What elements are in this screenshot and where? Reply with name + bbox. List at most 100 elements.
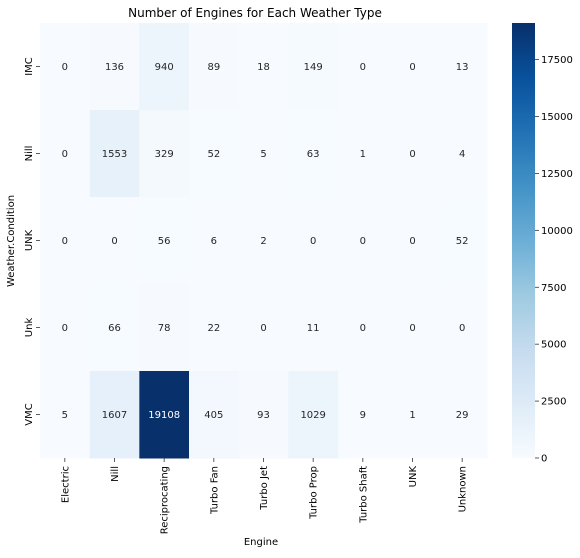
cell-value-label: 0 bbox=[409, 236, 415, 247]
colorbar-tick-label: 5000 bbox=[541, 340, 566, 351]
colorbar-tick-label: 12500 bbox=[541, 169, 573, 180]
heatmap-cell bbox=[40, 23, 91, 111]
cell-value-label: 0 bbox=[360, 236, 366, 247]
heatmap-cell bbox=[189, 110, 240, 198]
colorbar-tick-label: 15000 bbox=[541, 112, 573, 123]
heatmap-cell bbox=[387, 197, 438, 285]
y-tick-label: Unk bbox=[24, 318, 35, 338]
x-axis-label: Engine bbox=[244, 537, 278, 548]
cell-value-label: 0 bbox=[111, 236, 117, 247]
cell-value-label: 52 bbox=[456, 236, 469, 247]
heatmap-cell bbox=[387, 371, 438, 459]
heatmap-cell bbox=[238, 23, 289, 111]
heatmap-cell bbox=[288, 371, 339, 459]
x-tick-label: Unknown bbox=[458, 466, 469, 512]
x-tick-label: Electric bbox=[60, 466, 71, 503]
colorbar-tick-label: 2500 bbox=[541, 397, 566, 408]
heatmap-cell bbox=[238, 284, 289, 372]
colorbar-gradient bbox=[512, 23, 535, 458]
heatmap-cell bbox=[40, 371, 91, 459]
cell-value-label: 66 bbox=[108, 323, 121, 334]
cell-value-label: 0 bbox=[62, 323, 68, 334]
heatmap-cell bbox=[238, 110, 289, 198]
cell-value-label: 2 bbox=[260, 236, 266, 247]
y-tick-label: VMC bbox=[24, 403, 35, 425]
colorbar-tick-labels: 0 2500 5000 7500 10000 12500 15000 17500 bbox=[535, 55, 573, 465]
y-axis-label: Weather.Condition bbox=[6, 195, 17, 287]
cell-value-label: 0 bbox=[62, 62, 68, 73]
heatmap-cell bbox=[238, 371, 289, 459]
heatmap-cell bbox=[139, 284, 190, 372]
cell-value-label: 0 bbox=[360, 323, 366, 334]
cell-value-label: 18 bbox=[257, 62, 270, 73]
heatmap-cell bbox=[189, 371, 240, 459]
heatmap-cell bbox=[288, 23, 339, 111]
cell-value-label: 63 bbox=[307, 149, 320, 160]
heatmap-cell bbox=[437, 23, 488, 111]
cell-value-label: 329 bbox=[155, 149, 174, 160]
colorbar bbox=[512, 23, 535, 458]
cell-value-label: 0 bbox=[360, 62, 366, 73]
cell-value-label: 22 bbox=[207, 323, 220, 334]
cell-value-label: 19108 bbox=[148, 410, 180, 421]
x-tick-label: Turbo Prop bbox=[309, 466, 320, 520]
cell-value-label: 52 bbox=[207, 149, 220, 160]
cell-value-label: 1 bbox=[360, 149, 366, 160]
colorbar-tick-label: 7500 bbox=[541, 283, 566, 294]
cell-value-label: 4 bbox=[459, 149, 465, 160]
x-tick-label: Turbo Shaft bbox=[358, 466, 369, 524]
cell-value-label: 5 bbox=[62, 410, 68, 421]
heatmap-cell bbox=[89, 284, 140, 372]
y-tick-label: IMC bbox=[24, 57, 35, 76]
cell-value-label: 1553 bbox=[102, 149, 127, 160]
cell-value-label: 0 bbox=[62, 149, 68, 160]
cell-value-label: 149 bbox=[304, 62, 323, 73]
cell-value-label: 0 bbox=[459, 323, 465, 334]
heatmap-cells: 0 136 940 89 18 149 0 0 130 1553 329 52 5 63 1 0 40 0 56 6 2… bbox=[40, 23, 488, 459]
cell-value-label: 1 bbox=[409, 410, 415, 421]
x-tick-label: UNK bbox=[408, 466, 419, 488]
heatmap-cell bbox=[288, 110, 339, 198]
cell-value-label: 940 bbox=[155, 62, 174, 73]
heatmap-cell bbox=[139, 197, 190, 285]
heatmap-cell bbox=[89, 23, 140, 111]
heatmap-cell bbox=[189, 284, 240, 372]
x-tick-label: Nill bbox=[110, 466, 121, 482]
cell-value-label: 9 bbox=[360, 410, 366, 421]
cell-value-label: 0 bbox=[260, 323, 266, 334]
heatmap-cell bbox=[139, 23, 190, 111]
heatmap-cell bbox=[89, 371, 140, 459]
heatmap-cell bbox=[437, 110, 488, 198]
cell-value-label: 93 bbox=[257, 410, 270, 421]
cell-value-label: 0 bbox=[409, 62, 415, 73]
heatmap-cell bbox=[338, 284, 389, 372]
cell-value-label: 29 bbox=[456, 410, 469, 421]
heatmap-cell bbox=[238, 197, 289, 285]
cell-value-label: 89 bbox=[207, 62, 220, 73]
heatmap-cell bbox=[40, 197, 91, 285]
cell-value-label: 0 bbox=[310, 236, 316, 247]
heatmap-cell bbox=[437, 284, 488, 372]
cell-value-label: 11 bbox=[307, 323, 320, 334]
cell-value-label: 13 bbox=[456, 62, 469, 73]
heatmap-cell bbox=[139, 371, 190, 459]
heatmap-cell bbox=[387, 110, 438, 198]
heatmap-cell bbox=[338, 23, 389, 111]
x-tick-label: Reciprocating bbox=[160, 466, 171, 534]
heatmap-cell bbox=[387, 23, 438, 111]
heatmap-cell bbox=[40, 284, 91, 372]
heatmap-cell bbox=[288, 197, 339, 285]
heatmap-cell bbox=[40, 110, 91, 198]
colorbar-tick-label: 17500 bbox=[541, 55, 573, 66]
heatmap-cell bbox=[139, 110, 190, 198]
heatmap-cell bbox=[288, 284, 339, 372]
heatmap-cell bbox=[189, 197, 240, 285]
colorbar-tick-label: 0 bbox=[541, 454, 547, 465]
cell-value-label: 78 bbox=[158, 323, 171, 334]
y-tick-label: UNK bbox=[24, 229, 35, 251]
x-tick-label: Turbo Fan bbox=[209, 466, 220, 515]
colorbar-tick-label: 10000 bbox=[541, 226, 573, 237]
x-tick-labels: Electric Nill Reciprocating Turbo Fan Turbo … bbox=[60, 458, 469, 534]
